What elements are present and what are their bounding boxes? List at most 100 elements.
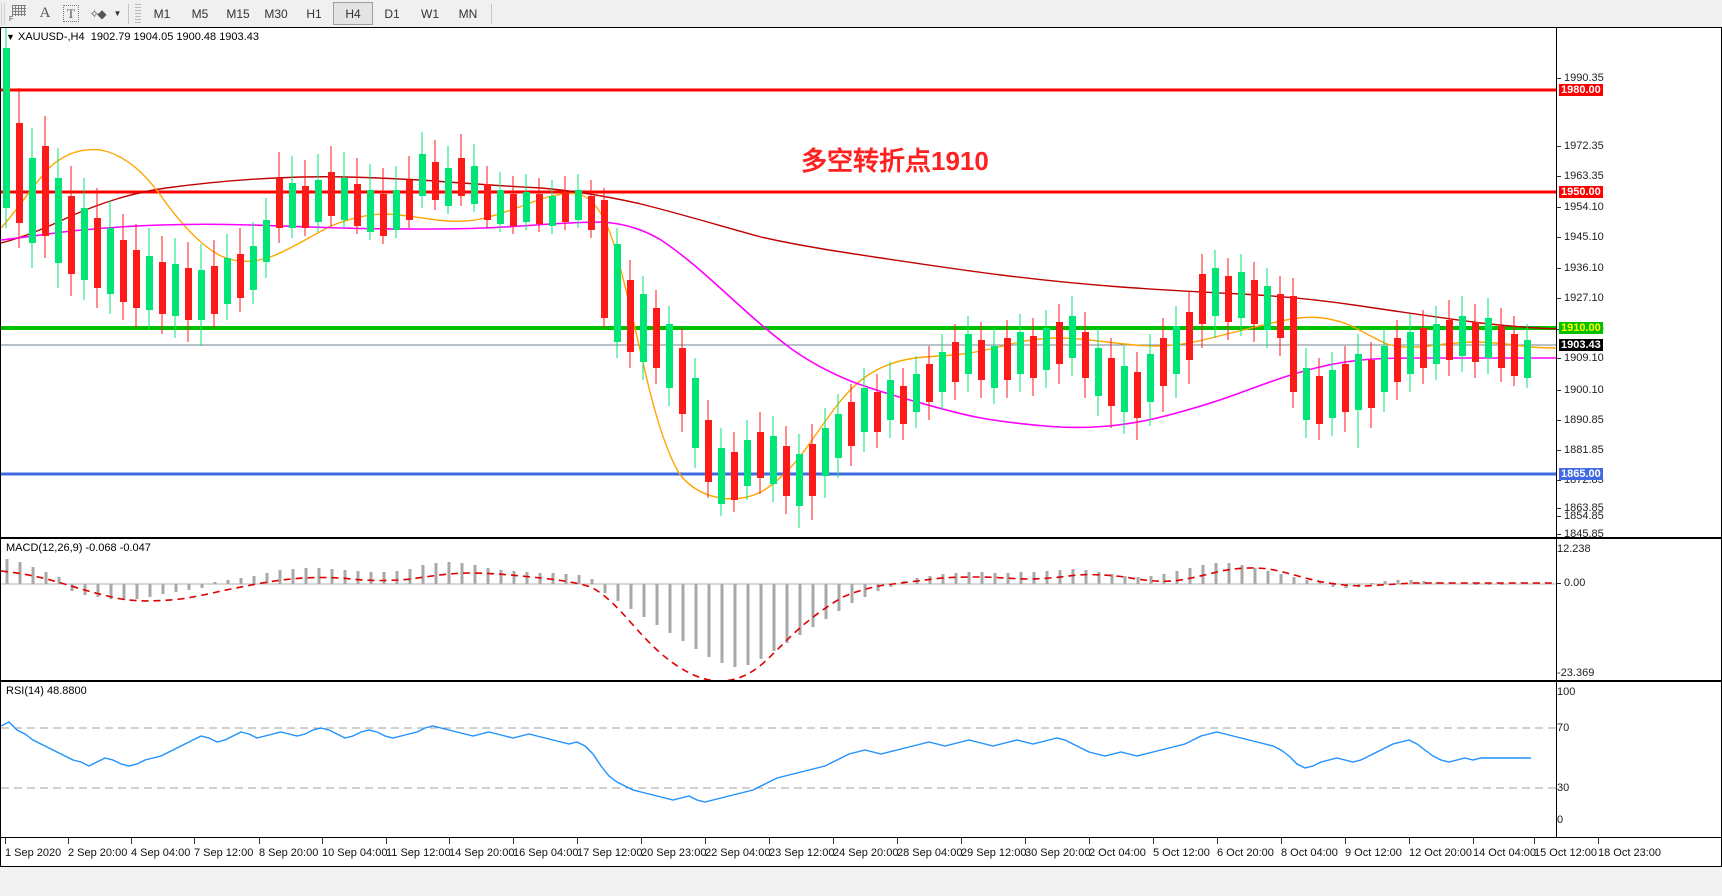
timeframe-m1[interactable]: M1 — [153, 6, 171, 21]
time-label: 1 Sep 2020 — [5, 847, 62, 859]
grid-glyph — [12, 4, 26, 16]
price-tick: 1881.85 — [1564, 444, 1604, 456]
time-label: 18 Oct 23:00 — [1598, 847, 1661, 859]
timeframe-h1[interactable]: H1 — [306, 6, 322, 21]
symbol-header: ▼ XAUUSD-,H4 1902.79 1904.05 1900.48 190… — [6, 31, 259, 43]
macd-signal-line — [1, 567, 1556, 680]
timeframe-h4[interactable]: H4 — [333, 2, 373, 25]
price-band-label-1980: 1980.00 — [1559, 84, 1603, 96]
symbol-label: XAUUSD-,H4 — [17, 31, 85, 43]
price-band-label-1865: 1865.00 — [1559, 468, 1603, 480]
letter-t-glyph: T — [63, 5, 79, 22]
macd-histogram — [5, 559, 1504, 667]
text-label-icon[interactable]: A — [32, 2, 58, 26]
time-label: 30 Sep 20:00 — [1025, 847, 1091, 859]
time-label: 22 Sep 04:00 — [705, 847, 771, 859]
time-label: 10 Sep 04:00 — [322, 847, 388, 859]
time-label: 16 Sep 04:00 — [513, 847, 579, 859]
price-band-label-1950: 1950.00 — [1559, 186, 1603, 198]
crosshair-grid-icon[interactable]: F — [6, 2, 32, 26]
price-tick: 1954.10 — [1564, 201, 1604, 213]
chart-frame: ▼ XAUUSD-,H4 1902.79 1904.05 1900.48 190… — [0, 27, 1722, 896]
time-label: 23 Sep 12:00 — [769, 847, 835, 859]
objects-dropdown-icon[interactable]: ▼ — [110, 2, 124, 26]
toolbar-drag-handle[interactable] — [1, 2, 6, 25]
time-label: 14 Oct 04:00 — [1473, 847, 1536, 859]
arrows-glyph: ✧◆ — [89, 6, 106, 21]
time-label: 2 Sep 20:00 — [68, 847, 128, 859]
rsi-axis[interactable]: 100 70 30 0 — [1556, 682, 1721, 837]
timeframe-mn[interactable]: MN — [458, 6, 478, 21]
rsi-line — [1, 721, 1531, 803]
main-toolbar: F A T ✧◆ ▼ M1 M5 M15 M30 H1 H4 D1 W1 MN — [0, 0, 1722, 28]
collapse-triangle-icon[interactable]: ▼ — [6, 32, 15, 42]
timeframe-d1[interactable]: D1 — [384, 6, 400, 21]
price-tick: 1890.85 — [1564, 414, 1604, 426]
price-tick: 1900.10 — [1564, 384, 1604, 396]
timeframe-w1[interactable]: W1 — [421, 6, 439, 21]
timeframe-drag-handle[interactable] — [135, 3, 141, 24]
price-plot-area[interactable]: 多空转折点1910 — [1, 28, 1556, 537]
price-pane[interactable]: ▼ XAUUSD-,H4 1902.79 1904.05 1900.48 190… — [0, 27, 1722, 540]
chevron-down-glyph: ▼ — [113, 9, 122, 18]
macd-indicator-label: MACD(12,26,9) -0.068 -0.047 — [6, 542, 151, 554]
timeframe-m30[interactable]: M30 — [264, 6, 288, 21]
time-label: 9 Oct 12:00 — [1345, 847, 1402, 859]
time-label: 29 Sep 12:00 — [961, 847, 1027, 859]
macd-pane[interactable]: MACD(12,26,9) -0.068 -0.047 — [0, 538, 1722, 681]
price-tick: 1945.10 — [1564, 231, 1604, 243]
price-band-label-1910: 1910.00 — [1559, 322, 1603, 334]
price-tick: 1936.10 — [1564, 262, 1604, 274]
objects-icon[interactable]: ✧◆ — [84, 2, 110, 26]
macd-axis[interactable]: 12.238 0.00 -23.369 — [1556, 539, 1721, 680]
price-tick: 1972.35 — [1564, 140, 1604, 152]
macd-plot-area[interactable] — [1, 539, 1556, 680]
price-axis[interactable]: 1990.35 1972.35 1963.35 1954.10 1945.10 … — [1556, 28, 1721, 540]
price-tick: 1854.85 — [1564, 510, 1604, 522]
time-label: 14 Sep 20:00 — [449, 847, 515, 859]
toolbar-separator-2 — [491, 3, 492, 24]
toolbar-separator — [128, 3, 129, 24]
rsi-pane[interactable]: RSI(14) 48.8800 100 70 30 0 — [0, 681, 1722, 838]
rsi-tick-0: 0 — [1557, 814, 1564, 826]
macd-tick-zero: 0.00 — [1564, 577, 1586, 589]
rsi-tick-30: 30 — [1557, 782, 1570, 794]
price-chart-svg — [1, 28, 1556, 528]
time-axis[interactable]: 1 Sep 2020 2 Sep 20:00 4 Sep 04:00 7 Sep… — [0, 838, 1722, 867]
price-tick: 1845.85 — [1564, 528, 1604, 540]
rsi-tick-70: 70 — [1557, 722, 1570, 734]
time-label: 24 Sep 20:00 — [833, 847, 899, 859]
current-price-label: 1903.43 — [1559, 339, 1603, 351]
price-tick: 1863.85 — [1564, 502, 1604, 514]
text-box-icon[interactable]: T — [58, 2, 84, 26]
rsi-plot-area[interactable] — [1, 682, 1556, 837]
time-label: 20 Sep 23:00 — [641, 847, 707, 859]
time-label: 4 Sep 04:00 — [131, 847, 191, 859]
macd-tick-min: -23.369 — [1557, 667, 1595, 679]
rsi-chart-svg — [1, 721, 1556, 803]
time-label: 7 Sep 12:00 — [194, 847, 254, 859]
rsi-indicator-label: RSI(14) 48.8800 — [6, 685, 87, 697]
time-label: 12 Oct 20:00 — [1409, 847, 1472, 859]
price-tick: 1909.10 — [1564, 352, 1604, 364]
timeframe-m15[interactable]: M15 — [226, 6, 250, 21]
status-bar — [0, 867, 1722, 896]
ma-orange-fast-line — [1, 148, 1556, 500]
macd-tick-max: 12.238 — [1557, 543, 1591, 555]
time-label: 8 Oct 04:00 — [1281, 847, 1338, 859]
ma-red-slow-line — [1, 176, 1556, 330]
time-label: 6 Oct 20:00 — [1217, 847, 1274, 859]
time-label: 5 Oct 12:00 — [1153, 847, 1210, 859]
timeframe-m5[interactable]: M5 — [191, 6, 209, 21]
time-label: 17 Sep 12:00 — [577, 847, 643, 859]
price-tick: 1963.35 — [1564, 170, 1604, 182]
price-tick: 1990.35 — [1564, 72, 1604, 84]
time-label: 8 Sep 20:00 — [259, 847, 319, 859]
candlestick-series — [3, 28, 1531, 528]
letter-a-glyph: A — [39, 5, 51, 21]
rsi-tick-100: 100 — [1557, 686, 1576, 698]
chart-annotation-text: 多空转折点1910 — [801, 146, 989, 176]
time-label: 2 Oct 04:00 — [1089, 847, 1146, 859]
price-tick: 1927.10 — [1564, 292, 1604, 304]
